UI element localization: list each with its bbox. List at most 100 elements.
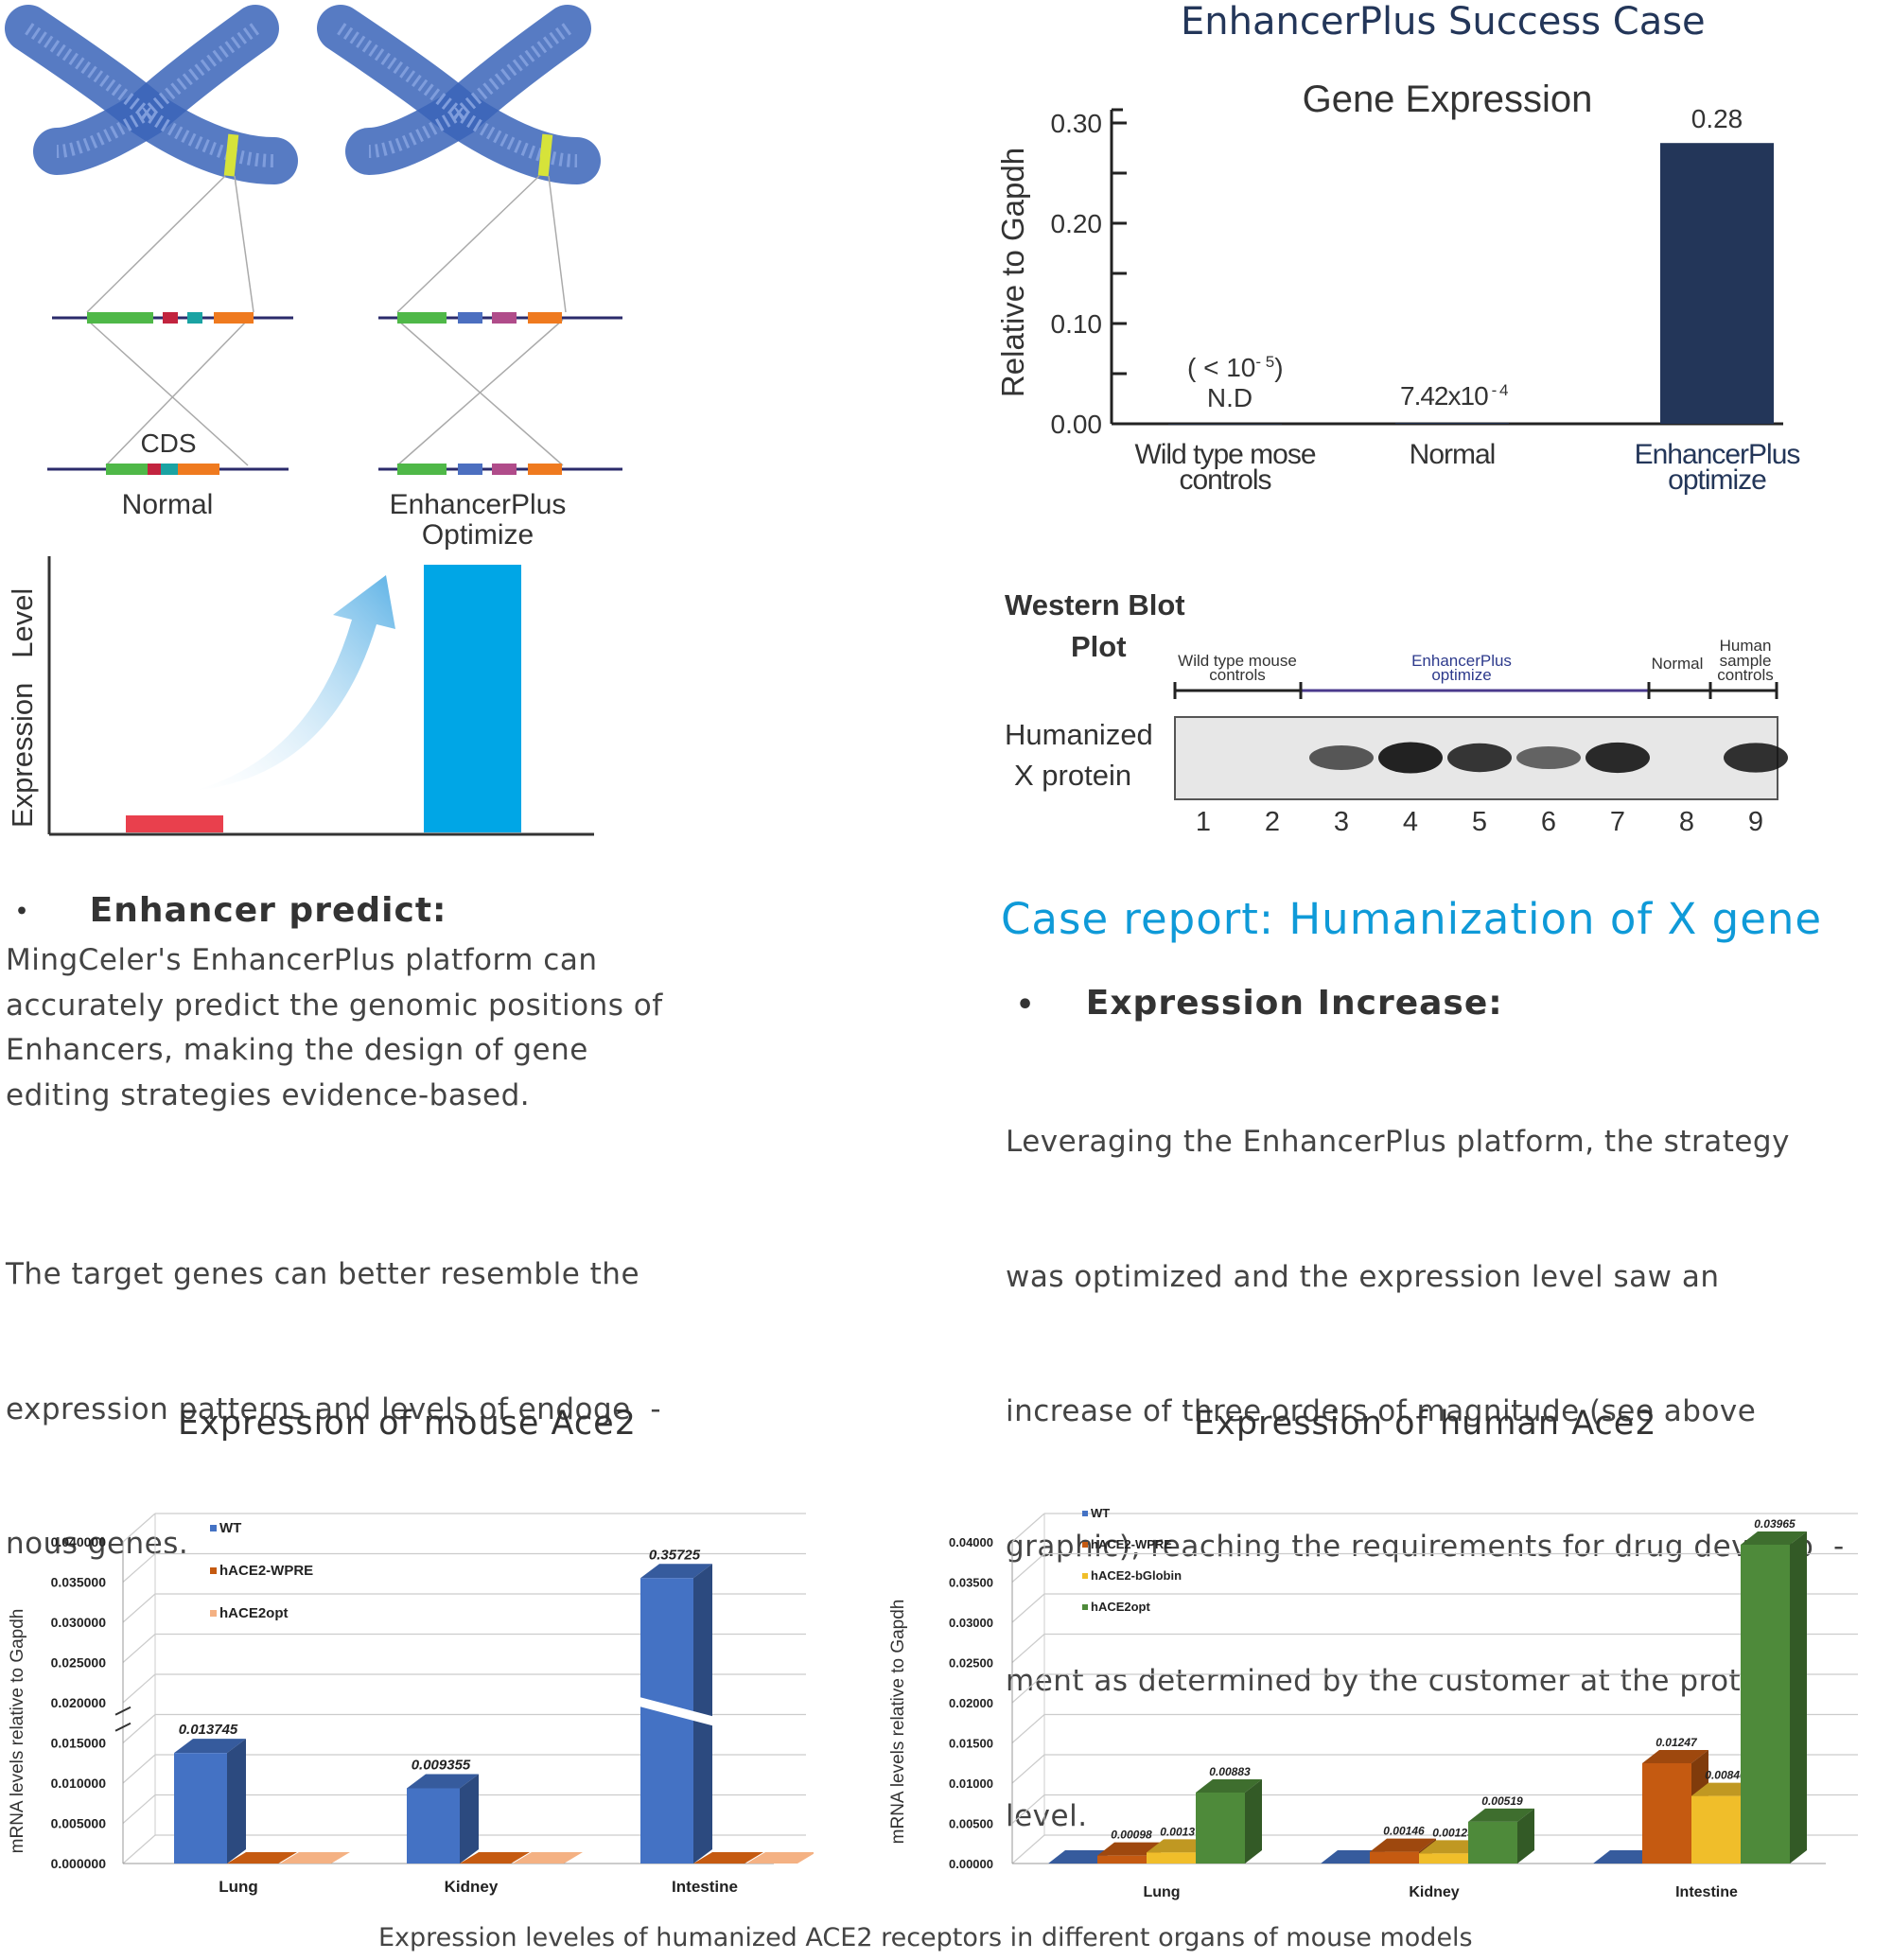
- enhancer-paragraph-1: MingCeler's EnhancerPlus platform can ac…: [6, 938, 663, 1118]
- legend-label: hACE2opt: [1091, 1600, 1151, 1614]
- protein-band: [1516, 745, 1581, 770]
- x-tick-label: Lung: [219, 1878, 258, 1896]
- legend-label: hACE2opt: [219, 1605, 289, 1621]
- y-tick-label: 0.030000: [51, 1615, 107, 1630]
- bar-hace2opt-lung: [1196, 1778, 1262, 1864]
- y-tick-label: 0.01000: [949, 1776, 993, 1791]
- y-tick-label: 0.005000: [51, 1816, 107, 1831]
- bar-hace2opt-lung: [280, 1852, 350, 1864]
- wb-group-brackets: [1173, 682, 1778, 699]
- figure-caption: Expression leveles of humanized ACE2 rec…: [378, 1923, 1473, 1952]
- y-tick-label: 0.00: [1051, 410, 1103, 439]
- axis-break-icon: [114, 1706, 131, 1732]
- bar-hace2opt-kidney: [513, 1852, 583, 1864]
- wb-group-normal: Normal: [1652, 655, 1704, 673]
- lane-label: 5: [1472, 807, 1487, 837]
- bar-hace2-wpre-kidney: [460, 1852, 530, 1864]
- case-title: Case report: Humanization of X gene: [1001, 894, 1823, 944]
- enhancer-p1-line: editing strategies evidence-based.: [6, 1077, 531, 1112]
- high-expression-bar: [424, 565, 521, 832]
- bar-0: [1168, 424, 1282, 425]
- case-line: Leveraging the EnhancerPlus platform, th…: [1006, 1125, 1790, 1159]
- wb-group-ep-1: EnhancerPlus: [1411, 652, 1512, 670]
- case-line: graphic), reaching the requirements for …: [1006, 1529, 1845, 1564]
- wb-group-human-1: Human: [1720, 637, 1772, 655]
- human-ylabel: mRNA levels relative to Gapdh: [888, 1600, 908, 1845]
- legend-label: WT: [1091, 1506, 1110, 1520]
- bar-wt-lung: [174, 1739, 246, 1864]
- gene-expression-title: Gene Expression: [1303, 79, 1593, 120]
- lane-label: 2: [1265, 807, 1280, 837]
- data-label-optimize: 0.28: [1691, 104, 1743, 133]
- data-label: 0.35725: [649, 1547, 701, 1563]
- case-line: increase of three orders of magnitude (s…: [1006, 1394, 1757, 1428]
- y-tick-label: 0.03500: [949, 1576, 993, 1590]
- enhancer-heading: • Enhancer predict:: [15, 891, 447, 930]
- enhancer-p1-line: accurately predict the genomic positions…: [6, 988, 663, 1023]
- legend-swatch: [1082, 1604, 1088, 1610]
- wb-row-label-2: X protein: [1014, 759, 1131, 792]
- y-tick-label: 0.00000: [949, 1857, 993, 1871]
- chromosome-optimize-icon: [317, 5, 601, 184]
- legend-label: hACE2-WPRE: [1091, 1537, 1172, 1551]
- gene-expression-ylabel: Relative to Gapdh: [995, 148, 1030, 397]
- x-tick-label: Normal: [1410, 439, 1496, 470]
- wb-group-wt-1: Wild type mouse: [1178, 652, 1297, 670]
- bar-2: [1660, 143, 1774, 424]
- legend-swatch: [1082, 1573, 1088, 1579]
- human-chart-title: Expression of human Ace2: [1194, 1405, 1657, 1443]
- case-heading-text: Expression Increase:: [1085, 984, 1503, 1023]
- x-tick-label: Intestine: [672, 1878, 738, 1896]
- case-line: was optimized and the expression level s…: [1006, 1259, 1720, 1294]
- success-title: EnhancerPlus Success Case: [1181, 0, 1706, 44]
- legend-swatch: [210, 1525, 217, 1531]
- protein-band: [1724, 743, 1788, 773]
- data-label: 0.00519: [1481, 1794, 1523, 1808]
- mouse-ylabel: mRNA levels relative to Gapdh: [8, 1609, 27, 1854]
- lane-label: 6: [1541, 807, 1556, 837]
- bar-hace2-wpre-lung: [227, 1852, 297, 1864]
- wb-group-ep-2: optimize: [1431, 666, 1491, 684]
- y-tick-label: 0.010000: [51, 1776, 107, 1791]
- increase-arrow-icon: [194, 575, 395, 791]
- x-tick-label: Intestine: [1675, 1884, 1738, 1900]
- y-tick-label: 0.30: [1051, 109, 1103, 138]
- optimize-label-1: EnhancerPlus: [390, 489, 567, 520]
- bar-break-mark: [637, 1696, 716, 1727]
- western-blot: Western Blot Plot Wild type mouse contro…: [1005, 588, 1788, 837]
- data-label: 0.00146: [1383, 1825, 1425, 1838]
- x-tick-label: Kidney: [1409, 1884, 1459, 1900]
- x-tick-label: Wild type mose: [1134, 439, 1315, 470]
- data-label: 0.01247: [1656, 1736, 1698, 1749]
- x-tick-label: Lung: [1143, 1884, 1180, 1900]
- case-paragraph: Leveraging the EnhancerPlus platform, th…: [1006, 1030, 1845, 1884]
- y-tick-label: 0.000000: [51, 1856, 107, 1871]
- lane-label: 8: [1679, 807, 1694, 837]
- mouse-ace2-chart: 0.000000 0.005000 0.010000 0.015000 0.020000…: [8, 1513, 814, 1896]
- y-tick-label: 0.020000: [51, 1695, 107, 1710]
- gene-track-optimize-lower: [378, 464, 622, 475]
- wb-group-wt-2: controls: [1209, 666, 1266, 684]
- wb-title-2: Plot: [1071, 630, 1127, 663]
- legend-label: hACE2-bGlobin: [1091, 1568, 1182, 1583]
- y-tick-label: 0.040000: [51, 1534, 107, 1549]
- enhancer-paragraph-2: The target genes can better resemble the…: [6, 1163, 661, 1612]
- bar-1: [1395, 423, 1509, 424]
- y-tick-label: 0.02000: [949, 1696, 993, 1710]
- wb-title-1: Western Blot: [1005, 588, 1185, 621]
- x-tick-label: optimize: [1668, 464, 1766, 496]
- lane-label: 3: [1334, 807, 1349, 837]
- data-label: 0.00840: [1705, 1769, 1746, 1782]
- y-tick-label: 0.04000: [949, 1535, 993, 1549]
- bar-hace2opt-kidney: [1468, 1808, 1534, 1864]
- gene-track-normal-upper: [52, 312, 293, 324]
- y-tick-label: 0.035000: [51, 1575, 107, 1590]
- gridlines: [1011, 1513, 1858, 1864]
- expression-mini-chart: Expression Level: [6, 556, 594, 836]
- wb-group-human-3: controls: [1717, 666, 1774, 684]
- y-tick-label: 0.02500: [949, 1656, 993, 1671]
- case-heading: • Expression Increase:: [1016, 984, 1503, 1023]
- gene-track-optimize-upper: [378, 312, 622, 324]
- enhancer-p1-line: MingCeler's EnhancerPlus platform can: [6, 943, 598, 977]
- expression-ylabel: Expression Level: [6, 588, 39, 828]
